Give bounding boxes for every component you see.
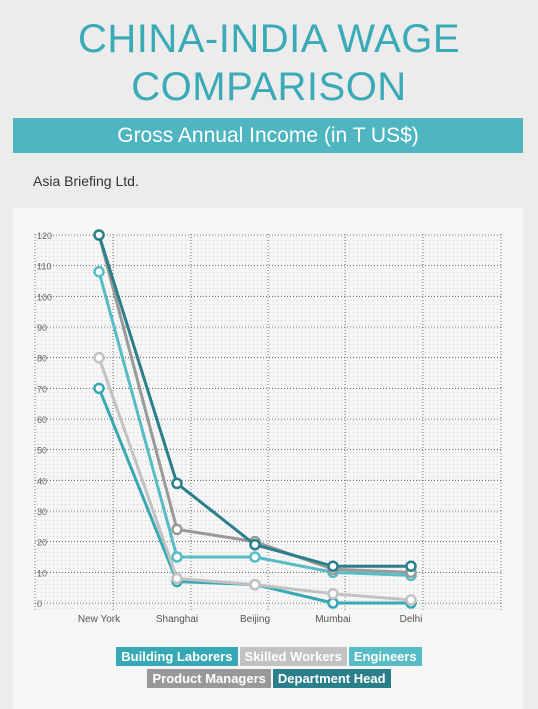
legend-item: Building Laborers (116, 647, 238, 666)
chart-card: 0 10 20 30 40 50 60 70 80 90 100 110 120 New York Shan… (13, 208, 523, 709)
chart-title-line-1: CHINA-INDIA WAGE (77, 17, 461, 61)
data-point (249, 551, 261, 563)
y-tick-label: 120 (37, 231, 52, 241)
data-point (405, 560, 417, 572)
source-label: Asia Briefing Ltd. (33, 173, 139, 189)
data-point (327, 588, 339, 600)
x-tick-label: Delhi (400, 614, 423, 625)
data-point (327, 560, 339, 572)
x-tick-label: Mumbai (315, 614, 351, 625)
x-tick-label: Shanghai (156, 614, 198, 625)
y-tick-label: 0 (37, 599, 42, 609)
y-tick-label: 110 (37, 262, 51, 272)
data-point (249, 538, 261, 551)
y-tick-label: 10 (37, 568, 47, 578)
data-point (249, 578, 261, 591)
x-tick-label: Beijing (240, 614, 270, 625)
data-point (93, 266, 105, 278)
legend-item: Department Head (272, 669, 391, 688)
legend-row-1: Building Laborers Skilled Workers Engineer… (0, 647, 538, 666)
y-tick-label: 40 (37, 476, 47, 486)
data-point (171, 477, 183, 490)
data-point (93, 382, 105, 395)
data-point (171, 551, 183, 563)
legend-item: Engineers (348, 647, 422, 666)
legend-row-2: Product Managers Department Head (0, 669, 538, 688)
data-point (405, 594, 417, 606)
legend-item: Product Managers (147, 669, 271, 688)
y-tick-label: 30 (37, 507, 47, 517)
legend-item: Skilled Workers (239, 647, 347, 666)
x-tick-label: New York (78, 614, 121, 625)
y-tick-label: 20 (37, 538, 47, 548)
data-point (93, 351, 105, 364)
data-point (327, 597, 339, 609)
y-tick-label: 90 (37, 323, 47, 333)
y-tick-label: 70 (37, 384, 47, 394)
data-point (93, 229, 105, 241)
y-tick-label: 100 (37, 292, 52, 302)
y-tick-label: 60 (37, 415, 47, 425)
data-point (171, 572, 183, 585)
y-tick-label: 80 (37, 354, 47, 364)
line-chart: 0 10 20 30 40 50 60 70 80 90 100 110 120 New York Shan… (34, 229, 502, 625)
data-point (171, 523, 183, 536)
chart-subtitle-banner: Gross Annual Income (in T US$) (13, 118, 523, 153)
y-tick-label: 50 (37, 446, 47, 456)
chart-title-line-2: COMPARISON (131, 65, 407, 109)
